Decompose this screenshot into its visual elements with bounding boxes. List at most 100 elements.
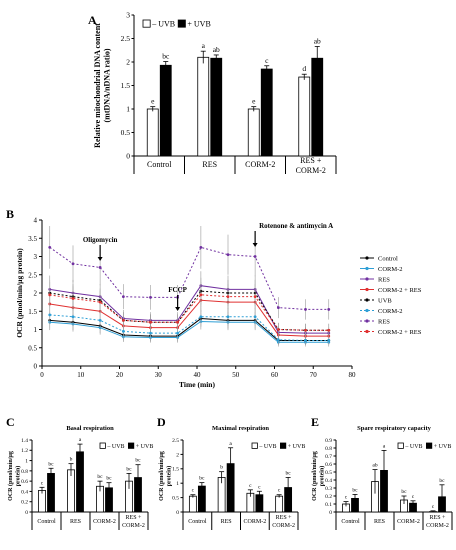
x-axis-label-B: Time (min) [179, 380, 215, 389]
bar-A-minus-uvb [197, 56, 210, 157]
data-point-B [304, 308, 307, 311]
legend-label-B: CORM-2 [378, 266, 403, 273]
bar-A-plus-uvb [311, 57, 324, 157]
data-point-B [253, 315, 257, 319]
panel-letter-C: C [6, 415, 15, 429]
y-tick-label-B: 3.5 [28, 235, 37, 243]
legend-marker-B [365, 319, 369, 323]
significance-letter-E: bc [401, 489, 407, 495]
y-tick-label-E: 0.5 [325, 470, 332, 476]
legend-label-B: CORM-2 + RES [378, 287, 422, 294]
significance-letter-A: e [252, 97, 256, 106]
bar-A-minus-uvb [146, 108, 159, 157]
data-point-B [98, 266, 102, 269]
annotation-label-B: Oligomycin [83, 236, 118, 244]
data-point-B [327, 308, 331, 311]
significance-letter-A: ab [213, 45, 220, 54]
y-tick-label-E: 0.4 [325, 478, 332, 484]
y-tick-label-B: 0.5 [28, 344, 37, 352]
y-tick-label-C: 0.4 [21, 489, 28, 495]
data-point-B [327, 328, 331, 332]
bar-D-plus-uvb [197, 485, 206, 513]
x-tick-label-C: RES + [126, 515, 143, 521]
y-axis-label-C: OCR (pmol/min/µg [7, 451, 14, 501]
data-point-B [121, 295, 125, 299]
significance-letter-C: bc [106, 476, 112, 482]
x-tick-label-A: Control [147, 160, 172, 169]
y-tick-label-B: 1.5 [28, 308, 37, 316]
bar-D-minus-uvb [188, 495, 197, 513]
legend-label-A: + UVB [187, 19, 210, 28]
bar-A-minus-uvb [247, 108, 260, 157]
x-tick-label-D: RES + [276, 515, 293, 521]
y-tick-label-C: 0.6 [21, 479, 28, 485]
y-tick-label-E: 0.8 [325, 446, 332, 452]
significance-letter-A: a [202, 41, 206, 50]
legend-swatch-minus-uvb-C [99, 442, 106, 449]
data-point-B [199, 293, 203, 297]
data-point-B [176, 320, 180, 324]
data-point-B [226, 295, 230, 299]
y-tick-label-B: 2 [34, 290, 38, 298]
y-axis-label-D: OCR (pmol/min/µg [158, 451, 165, 501]
x-tick-label-A: RES + [300, 156, 322, 165]
x-tick-label-B: 70 [310, 371, 318, 379]
significance-letter-E: bc [352, 487, 358, 493]
x-tick-label-D: RES [221, 519, 232, 525]
x-tick-label-C: CORM-2 [93, 519, 116, 525]
y-tick-label-B: 0 [34, 363, 38, 371]
annotation-label-B: FCCP [168, 286, 187, 294]
y-tick-label-A: 1.5 [121, 81, 131, 90]
y-tick-label-C: 0 [25, 510, 28, 516]
legend-swatch-plus-uvb-C [127, 442, 135, 449]
annotation-arrowhead-B [252, 243, 258, 247]
significance-letter-D: c [192, 488, 195, 494]
significance-letter-E: c [412, 494, 415, 500]
x-tick-label-B: 40 [194, 371, 202, 379]
y-tick-label-E: 0.3 [325, 486, 332, 492]
legend-label-B: UVB [378, 298, 392, 305]
significance-letter-A: bc [162, 52, 170, 61]
data-point-B [199, 315, 203, 319]
legend-marker-B [365, 287, 369, 292]
legend-marker-B [365, 266, 369, 271]
significance-letter-C: b [70, 457, 73, 463]
significance-letter-D: bc [199, 476, 205, 482]
x-tick-label-B: 0 [40, 371, 44, 379]
significance-letter-A: d [302, 64, 306, 73]
legend-marker-B [365, 329, 369, 334]
x-tick-label-B: 50 [232, 371, 240, 379]
data-point-B [149, 295, 152, 299]
data-point-B [304, 339, 307, 342]
significance-letter-D: c [278, 488, 281, 494]
y-tick-label-A: 0.5 [121, 128, 131, 137]
data-point-B [121, 329, 125, 333]
y-tick-label-E: 0 [329, 510, 332, 516]
significance-letter-E: c [345, 495, 348, 501]
y-tick-label-D: 2 [176, 452, 179, 458]
data-point-B [199, 245, 203, 249]
legend-swatch-plus-uvb-E [425, 442, 433, 449]
legend-label-C: – UVB [106, 444, 124, 450]
y-tick-label-D: 0 [176, 510, 179, 516]
x-tick-label-D: Control [188, 519, 207, 525]
y-tick-label-D: 1 [176, 481, 179, 487]
y-tick-label-A: 2 [126, 58, 130, 67]
data-point-B [226, 253, 230, 257]
y-axis-label-E: OCR (pmol/min/µg [311, 451, 318, 501]
annotation-arrowhead-B [97, 257, 103, 261]
significance-letter-D: bc [286, 470, 292, 476]
data-point-B [276, 328, 280, 331]
y-tick-label-E: 0.1 [325, 502, 332, 508]
annotation-arrowhead-B [175, 307, 181, 311]
data-point-B [71, 262, 75, 266]
legend-swatch-minus-uvb-D [251, 442, 258, 449]
series-line-5 [49, 314, 329, 341]
y-tick-label-A: 0 [126, 152, 130, 161]
series-line-2 [49, 285, 329, 334]
panel-letter-A: A [88, 13, 97, 27]
series-line-0 [49, 318, 329, 341]
data-point-B [327, 339, 331, 342]
y-axis-label-A: (mtDNA/nDNA ratio) [103, 48, 112, 122]
